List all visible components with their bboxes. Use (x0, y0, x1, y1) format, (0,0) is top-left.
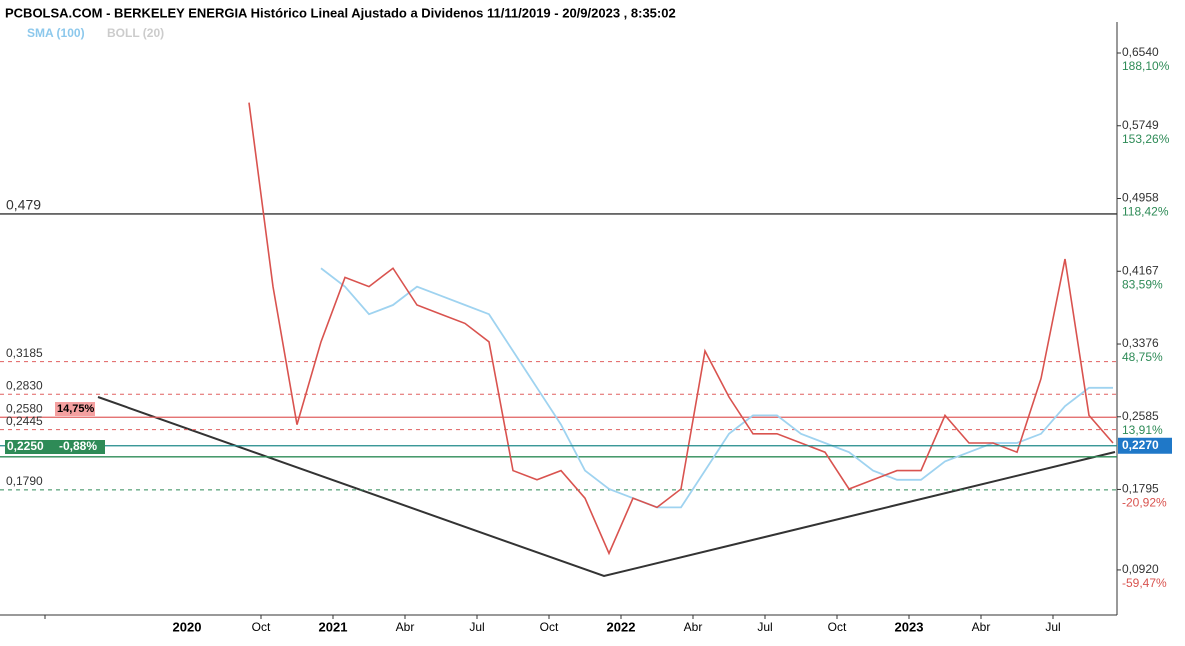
x-tick-label: Abr (684, 620, 703, 634)
level-label: 0,2580 (6, 401, 43, 415)
y-tick-percent: 13,91% (1122, 423, 1163, 437)
level-label: 0,479 (6, 197, 41, 213)
legend-boll: BOLL (20) (107, 26, 164, 40)
y-tick-label: 0,4167 (1122, 263, 1159, 277)
x-tick-label: 2022 (607, 619, 636, 634)
y-tick-percent: -20,92% (1122, 496, 1167, 510)
badge-text: -0,88% (59, 439, 97, 453)
y-tick-percent: 188,10% (1122, 59, 1170, 73)
sma-line (320, 267, 1113, 509)
y-tick-percent: 83,59% (1122, 277, 1163, 291)
badge-text: 14,75% (57, 403, 95, 415)
x-tick-label: Jul (469, 620, 484, 634)
legend-sma: SMA (100) (27, 26, 85, 40)
y-tick-percent: -59,47% (1122, 576, 1167, 590)
y-tick-label: 0,1795 (1122, 482, 1159, 496)
x-tick-label: 2021 (319, 619, 348, 634)
x-tick-label: Oct (828, 620, 847, 634)
y-tick-percent: 48,75% (1122, 350, 1163, 364)
y-tick-percent: 118,42% (1122, 205, 1169, 219)
x-tick-label: 2023 (895, 619, 924, 634)
level-label: 0,3185 (6, 346, 43, 360)
last-price-label: 0,2270 (1122, 438, 1159, 452)
last-price-box (1118, 437, 1172, 454)
y-tick-label: 0,3376 (1122, 336, 1159, 350)
badge (5, 440, 55, 454)
x-tick-label: 2020 (173, 619, 202, 634)
y-tick-label: 0,5749 (1122, 118, 1159, 132)
x-tick-label: Oct (540, 620, 559, 634)
x-tick-label: Oct (252, 620, 271, 634)
badge-text: 0,2250 (7, 439, 44, 453)
price-line (248, 102, 1114, 556)
y-tick-label: 0,4958 (1122, 191, 1159, 205)
level-label: 0,2445 (6, 414, 43, 428)
level-label: 0,2830 (6, 378, 43, 392)
badge (55, 402, 95, 416)
plot-layer: 0,4790,31850,28300,25800,24450,21500,179… (0, 102, 1117, 556)
chart-title: PCBOLSA.COM - BERKELEY ENERGIA Histórico… (5, 5, 676, 20)
x-tick-label: Jul (1045, 620, 1060, 634)
badge (55, 440, 105, 454)
x-tick-label: Jul (757, 620, 772, 634)
y-tick-label: 0,6540 (1122, 45, 1159, 59)
y-tick-label: 0,0920 (1122, 562, 1159, 576)
y-tick-percent: 153,26% (1122, 132, 1170, 146)
y-tick-label: 0,2585 (1122, 409, 1159, 423)
level-label: 0,1790 (6, 474, 43, 488)
x-tick-label: Abr (396, 620, 415, 634)
x-tick-label: Abr (972, 620, 991, 634)
